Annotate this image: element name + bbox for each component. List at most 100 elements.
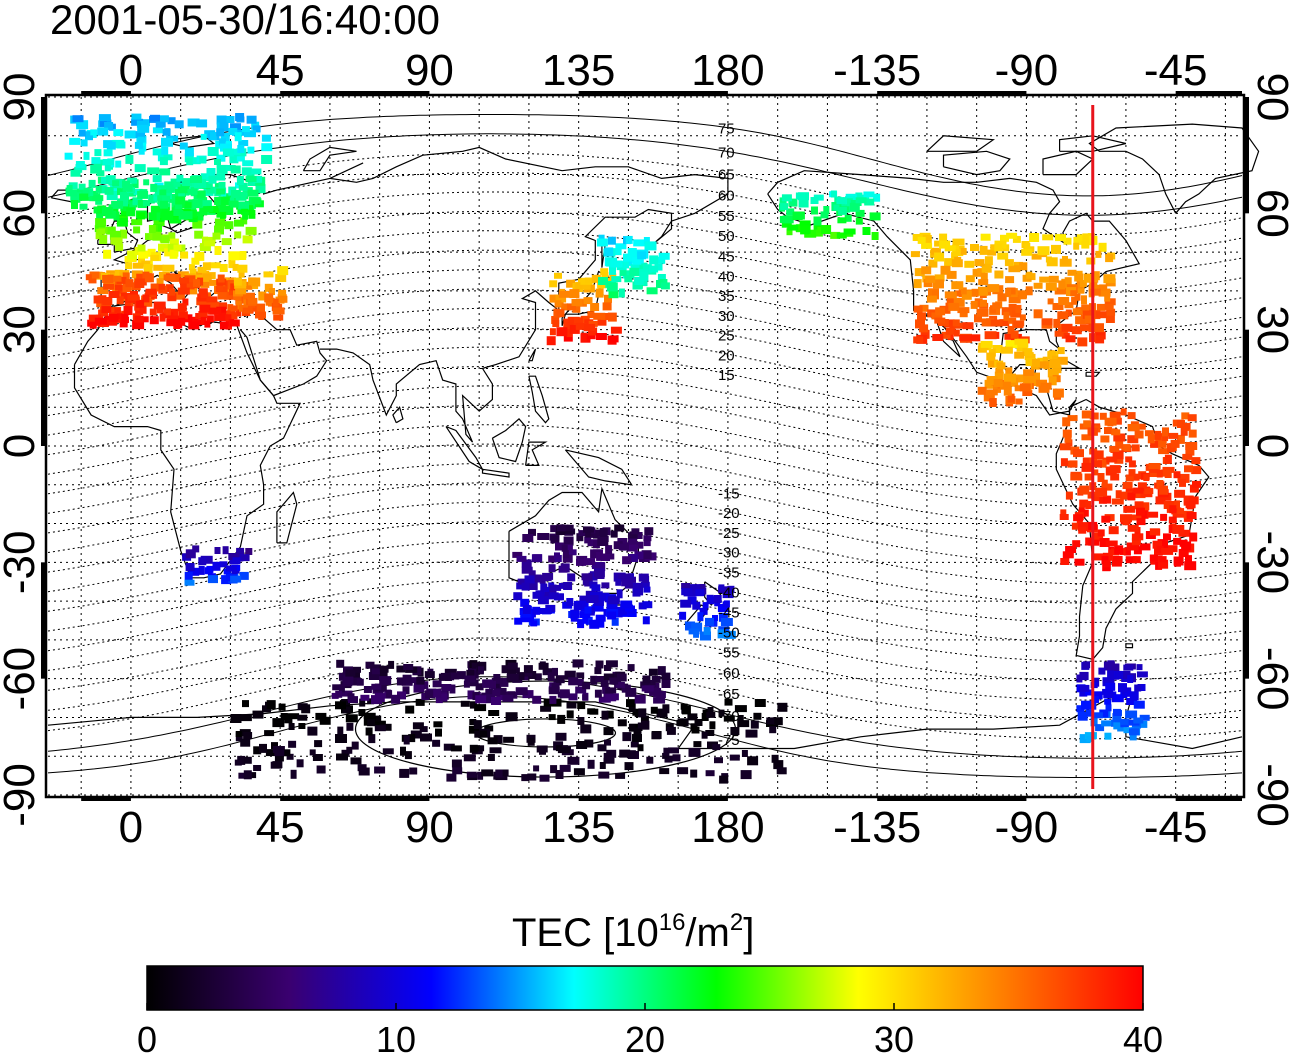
tec-cell xyxy=(235,113,245,121)
tec-cell xyxy=(230,714,242,723)
tec-cell xyxy=(184,571,193,581)
tec-cell xyxy=(1158,559,1169,569)
tec-cell xyxy=(638,573,649,582)
tec-cell xyxy=(487,737,498,745)
tec-cell xyxy=(186,282,195,290)
tec-cell xyxy=(1015,304,1022,313)
tec-cell xyxy=(520,598,530,607)
tec-cell xyxy=(269,288,275,295)
tec-cell xyxy=(496,693,504,701)
bottom-longitude-axis: 0 45 90 135 180 -135 -90 -45 xyxy=(119,803,1208,852)
tec-cell xyxy=(1112,713,1122,723)
tec-cell xyxy=(165,284,174,293)
tec-cell xyxy=(947,333,954,341)
tec-cell xyxy=(923,279,933,288)
colorbar-label: TEC [1016/m2] xyxy=(512,909,754,955)
tec-cell xyxy=(200,555,213,564)
tec-cell xyxy=(595,660,604,669)
tec-cell xyxy=(1091,553,1104,561)
tec-cell xyxy=(586,595,599,603)
tec-cell xyxy=(574,282,585,290)
tec-cell xyxy=(629,267,640,276)
tec-cell xyxy=(522,534,534,542)
tec-cell xyxy=(208,262,221,269)
tec-cell xyxy=(618,288,625,298)
tec-cell xyxy=(987,284,1000,293)
tec-cell xyxy=(1023,376,1035,383)
tec-cell xyxy=(278,703,286,711)
tec-cell xyxy=(234,231,242,239)
tec-cell xyxy=(220,143,232,152)
tec-cell xyxy=(643,586,651,593)
tec-cell xyxy=(443,743,455,751)
tec-cell xyxy=(1021,248,1033,256)
tec-cell xyxy=(1159,556,1167,563)
tec-cell xyxy=(701,713,709,721)
tec-cell xyxy=(944,291,957,299)
tec-cell xyxy=(1134,430,1144,439)
tec-cell xyxy=(730,727,740,735)
tec-cell xyxy=(823,206,830,214)
tec-cell xyxy=(928,259,938,268)
tec-cell xyxy=(219,264,228,272)
tec-cell xyxy=(953,329,960,337)
tec-cell xyxy=(69,137,81,145)
tec-cell xyxy=(554,294,567,303)
tec-cell xyxy=(974,259,985,267)
tec-cell xyxy=(994,270,1004,279)
tec-cell xyxy=(601,582,610,589)
tec-cell xyxy=(1076,279,1083,289)
tec-cell xyxy=(159,157,168,166)
tec-cell xyxy=(598,277,608,285)
tec-cell xyxy=(1176,434,1185,444)
tec-cell xyxy=(1109,411,1121,420)
tec-cell xyxy=(567,303,576,311)
tec-cell xyxy=(137,212,146,220)
tec-cell xyxy=(234,132,242,142)
tec-cell xyxy=(1168,516,1177,524)
tec-cell xyxy=(238,772,249,779)
tec-cell xyxy=(122,272,130,281)
mlat-label: 50 xyxy=(718,228,735,245)
tec-cell xyxy=(516,672,525,681)
tec-cell xyxy=(1073,514,1084,522)
tec-cell xyxy=(959,310,968,318)
tec-cell xyxy=(1084,315,1094,324)
tec-cell xyxy=(231,312,238,320)
tec-cell xyxy=(926,295,937,303)
tec-cell xyxy=(133,226,141,234)
tec-cell xyxy=(367,719,376,727)
frame-bar xyxy=(578,91,728,96)
tec-cell xyxy=(769,726,777,734)
tec-cell xyxy=(433,721,443,728)
tec-cell xyxy=(705,617,714,626)
tec-cell xyxy=(1072,540,1081,548)
tec-cell xyxy=(584,323,595,331)
tec-cell xyxy=(978,279,989,286)
tec-cell xyxy=(142,294,150,303)
tec-cell xyxy=(980,272,988,280)
tec-cell xyxy=(603,752,614,760)
tec-cell xyxy=(1019,262,1028,271)
tec-cell xyxy=(135,308,144,315)
tec-cell xyxy=(557,747,570,754)
tec-cell xyxy=(1097,529,1105,537)
tec-cell xyxy=(591,584,601,592)
tec-cell xyxy=(555,770,564,779)
left-lat-tick-label: -60 xyxy=(0,647,44,711)
tec-cell xyxy=(1111,560,1122,567)
tec-cell xyxy=(608,290,619,299)
tec-cell xyxy=(592,605,603,612)
tec-cell xyxy=(127,250,138,260)
tec-cell xyxy=(225,314,232,322)
tec-cell xyxy=(1152,540,1163,549)
tec-cell xyxy=(1164,454,1172,464)
tec-cell xyxy=(219,321,228,330)
tec-cell xyxy=(104,186,114,195)
tec-cell xyxy=(363,712,376,719)
tec-cell xyxy=(119,320,128,328)
tec-cell xyxy=(1109,445,1120,452)
tec-cell xyxy=(209,279,221,286)
tec-cell xyxy=(997,293,1007,302)
